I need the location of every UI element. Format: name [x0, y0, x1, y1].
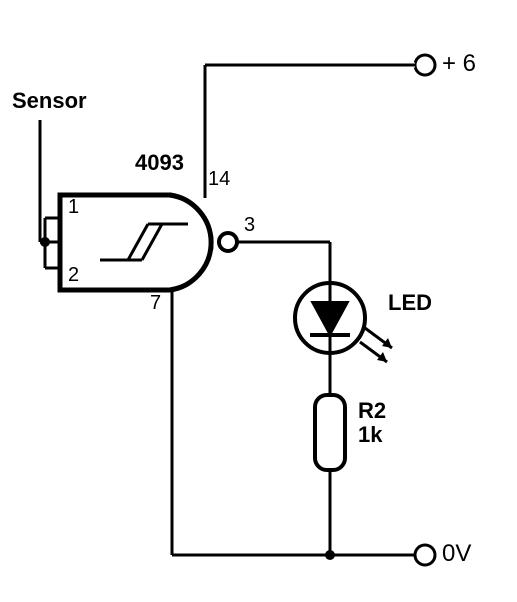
vpos-label: + 6 — [442, 50, 476, 78]
r2val-label: 1k — [358, 422, 382, 448]
terminal-vneg — [415, 545, 435, 565]
pin2-label: 2 — [68, 264, 79, 287]
resistor-r2 — [315, 395, 345, 470]
pin14-label: 14 — [208, 168, 230, 191]
led-label: LED — [388, 290, 432, 316]
terminal-vpos — [415, 55, 435, 75]
pin3-label: 3 — [244, 214, 255, 237]
sensor-label: Sensor — [12, 88, 87, 114]
r2-label: R2 — [358, 398, 386, 424]
pin7-label: 7 — [150, 292, 161, 315]
nand-bubble — [219, 233, 237, 251]
vneg-label: 0V — [442, 540, 471, 568]
ic-label: 4093 — [135, 150, 184, 176]
junction-ground — [325, 550, 335, 560]
pin1-label: 1 — [68, 196, 79, 219]
